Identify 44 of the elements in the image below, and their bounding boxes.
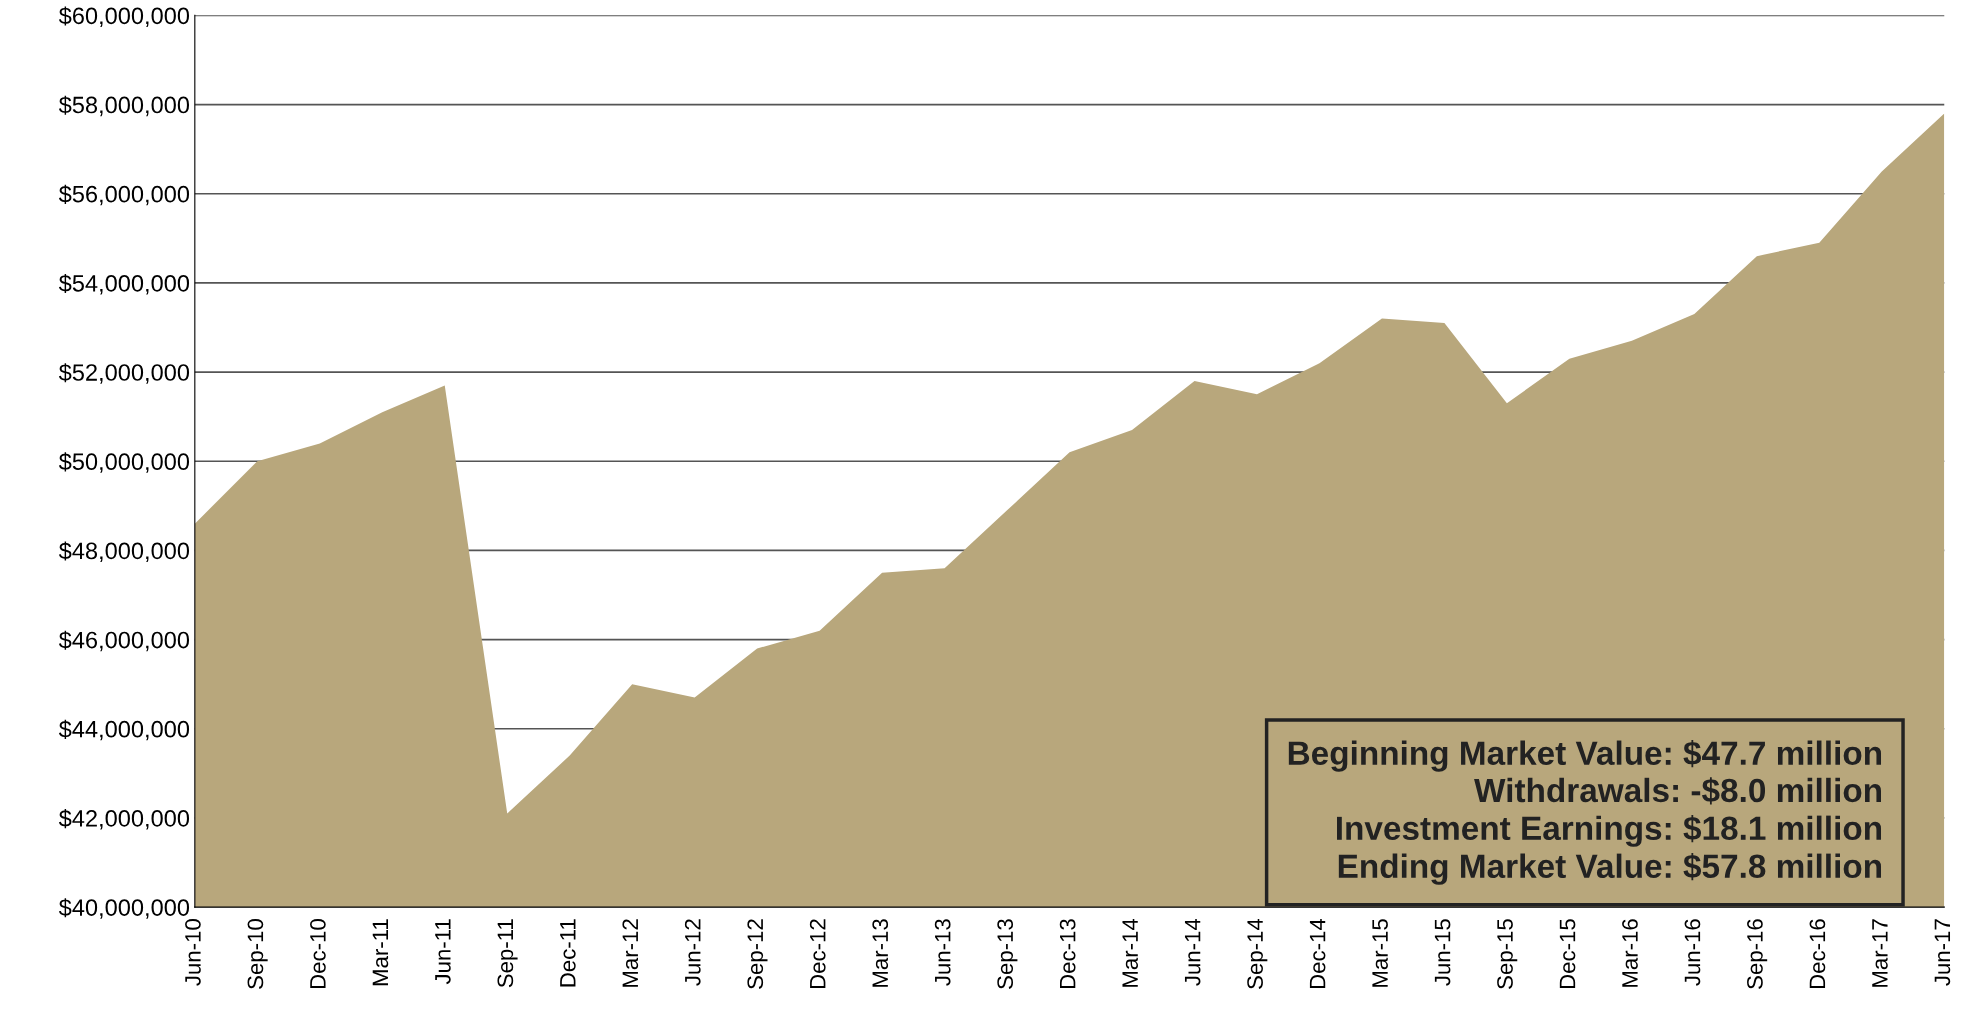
x-tick-label: Dec-15 [1559, 919, 1576, 989]
x-tick-label: Jun-10 [185, 919, 201, 986]
annotation: Ending Market Value: $57.8 million [1338, 853, 1882, 885]
y-tick-label: $40,000,000 [58, 898, 190, 919]
x-tick-label: Mar-12 [622, 919, 639, 987]
x-tick-label: Dec-10 [310, 919, 326, 989]
x-tick-label: Sep-15 [1497, 919, 1518, 989]
x-tick-label: Sep-14 [1247, 918, 1268, 989]
x-tick-label: Jun-13 [934, 919, 951, 986]
x-tick-label: Mar-17 [1872, 919, 1888, 987]
y-tick-label: $48,000,000 [58, 541, 190, 562]
x-tick-label: Mar-16 [1622, 919, 1638, 987]
y-tick-label: $54,000,000 [58, 273, 190, 295]
annotation: Investment Earnings: $18.1 million [1336, 815, 1882, 847]
x-tick-label: Jun-16 [1684, 919, 1701, 986]
x-tick-label: Sep-10 [247, 919, 268, 989]
x-tick-label: Jun-17 [1934, 919, 1951, 986]
x-tick-label: Mar-13 [872, 919, 889, 987]
y-tick-label: $44,000,000 [58, 719, 190, 741]
x-tick-label: Jun-12 [684, 919, 701, 986]
x-tick-label: Sep-11 [497, 919, 518, 988]
x-tick-label: Dec-12 [809, 919, 826, 989]
y-tick-label: $42,000,000 [58, 809, 190, 830]
x-tick-label: Dec-14 [1309, 918, 1326, 989]
x-tick-label: Jun-11 [435, 919, 451, 985]
x-tick-label: Jun-14 [1184, 918, 1201, 986]
x-tick-label: Sep-13 [997, 919, 1018, 989]
y-tick-label: $52,000,000 [58, 363, 190, 384]
x-tick-label: Mar-11 [372, 919, 389, 986]
x-tick-label: Sep-16 [1747, 919, 1768, 989]
annotation: Withdrawals: -$8.0 million [1474, 777, 1881, 805]
y-tick-label: $60,000,000 [58, 6, 190, 27]
y-tick-label: $58,000,000 [58, 95, 190, 117]
x-tick-label: Dec-13 [1059, 919, 1076, 989]
y-tick-label: $56,000,000 [58, 184, 190, 206]
y-tick-label: $46,000,000 [58, 630, 190, 652]
x-tick-label: Jun-15 [1434, 919, 1451, 986]
x-tick-label: Sep-12 [747, 919, 768, 989]
x-tick-label: Dec-11 [560, 919, 576, 987]
annotation: Beginning Market Value: $47.7 million [1288, 739, 1882, 772]
x-tick-label: Mar-14 [1122, 918, 1138, 987]
y-tick-label: $50,000,000 [58, 452, 190, 473]
x-tick-label: Dec-16 [1809, 919, 1826, 989]
x-tick-label: Mar-15 [1372, 919, 1388, 987]
